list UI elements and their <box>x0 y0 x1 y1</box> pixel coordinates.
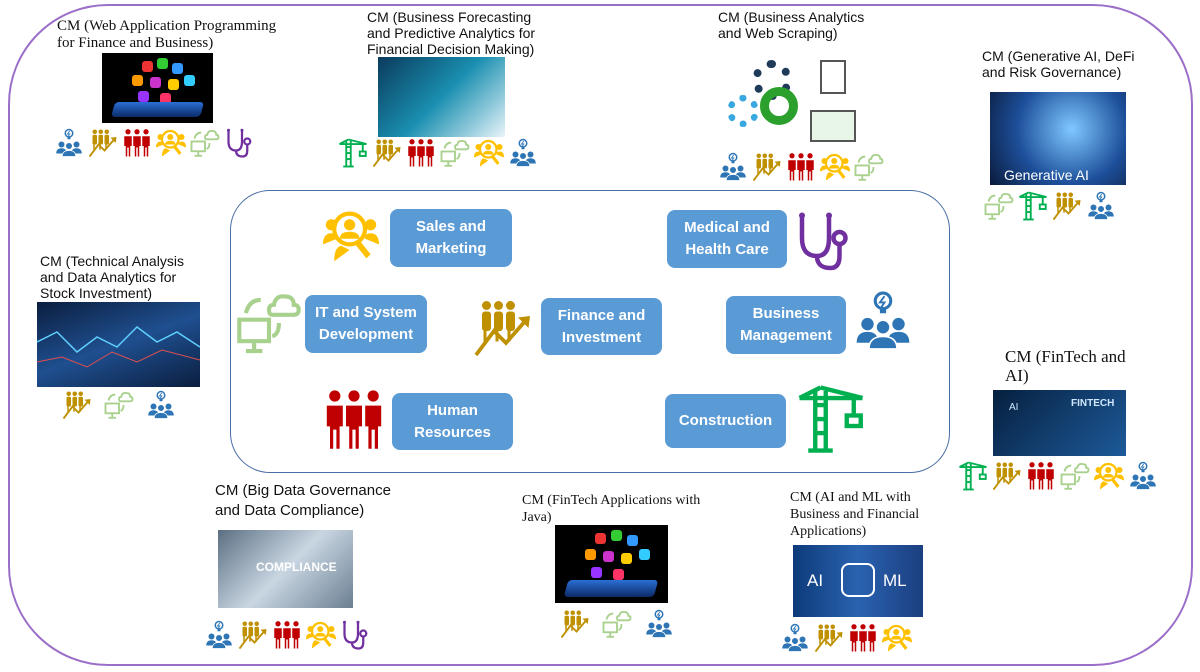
module-title: CM (Technical Analysis and Data Analytic… <box>40 253 184 301</box>
stock-chart-image <box>37 302 200 387</box>
module-icon-row <box>718 152 884 182</box>
image-caption: ML <box>883 571 907 590</box>
hr-icon <box>122 128 152 158</box>
fintech-image: FINTECH AI <box>993 390 1126 456</box>
category-medical: Medical and Health Care <box>667 210 787 268</box>
finance-icon <box>1052 191 1082 221</box>
finance-icon <box>752 152 782 182</box>
hr-icon <box>786 152 816 182</box>
module-icon-row <box>204 620 370 650</box>
image-caption: FINTECH <box>1071 398 1115 409</box>
it-icon <box>440 138 470 168</box>
crane-icon <box>792 384 870 459</box>
generative-ai-image: Generative AI <box>990 92 1126 185</box>
app-icons-image <box>102 53 213 123</box>
module-icon-row <box>780 623 912 653</box>
hr-icon <box>272 620 302 650</box>
it-icon <box>854 152 884 182</box>
hr-icon <box>406 138 436 168</box>
module-title: CM (Business Analytics and Web Scraping) <box>718 9 865 41</box>
management-icon <box>1086 191 1116 221</box>
management-icon <box>204 620 234 650</box>
management-icon <box>644 609 674 639</box>
image-caption: Generative AI <box>1004 167 1089 183</box>
management-icon <box>146 390 176 420</box>
stethoscope-icon <box>793 206 853 281</box>
management-icon <box>508 138 538 168</box>
sales-icon <box>306 620 336 650</box>
construction-icon <box>958 461 988 491</box>
it-icon <box>190 128 220 158</box>
hr-icon <box>1026 461 1056 491</box>
module-icon-row <box>958 461 1158 491</box>
finance-icon <box>62 390 92 420</box>
image-caption: COMPLIANCE <box>256 560 337 574</box>
image-caption: AI <box>807 571 824 590</box>
category-hub <box>230 190 950 473</box>
module-icon-row <box>560 609 674 639</box>
hr-icon <box>848 623 878 653</box>
outer-boundary <box>8 4 1193 666</box>
sales-icon <box>882 623 912 653</box>
sales-icon <box>318 208 384 269</box>
management-icon <box>852 290 914 357</box>
module-title: CM (AI and ML with Business and Financia… <box>790 490 920 539</box>
sales-icon <box>820 152 850 182</box>
analytics-gears-image <box>722 55 882 155</box>
sales-icon <box>1094 461 1124 491</box>
sales-icon <box>474 138 504 168</box>
category-sales: Sales and Marketing <box>390 209 512 267</box>
category-management: Business Management <box>726 296 846 354</box>
module-title: CM (Business Forecasting and Predictive … <box>367 9 536 57</box>
module-title: CM (Big Data Governance and Data Complia… <box>215 482 391 519</box>
medical-icon <box>340 620 370 650</box>
finance-icon <box>88 128 118 158</box>
forecasting-image <box>378 57 505 137</box>
module-icon-row <box>338 138 538 168</box>
module-title: CM (FinTech Applications with Java) <box>522 493 701 525</box>
category-label: Sales and Marketing <box>415 218 487 257</box>
compliance-image: COMPLIANCE <box>218 530 353 608</box>
management-icon <box>1128 461 1158 491</box>
construction-icon <box>1018 191 1048 221</box>
category-label: IT and System Development <box>315 304 417 343</box>
finance-icon <box>470 298 536 363</box>
it-icon <box>236 290 302 361</box>
management-icon <box>54 128 84 158</box>
sales-icon <box>156 128 186 158</box>
it-icon <box>602 609 632 639</box>
construction-icon <box>338 138 368 168</box>
module-title: CM (Generative AI, DeFi and Risk Governa… <box>982 48 1135 80</box>
ai-ml-image: AI ML <box>793 545 923 617</box>
category-finance: Finance and Investment <box>541 298 662 355</box>
category-hr: Human Resources <box>392 393 513 450</box>
module-icon-row <box>62 390 176 420</box>
module-title: CM (FinTech and AI) <box>1005 347 1126 385</box>
category-label: Human Resources <box>414 401 491 441</box>
finance-icon <box>992 461 1022 491</box>
image-caption: AI <box>1009 402 1019 413</box>
app-icons-image <box>555 525 668 603</box>
finance-icon <box>372 138 402 168</box>
finance-icon <box>238 620 268 650</box>
module-icon-row <box>984 191 1116 221</box>
medical-icon <box>224 128 254 158</box>
hr-icon <box>320 388 388 457</box>
finance-icon <box>560 609 590 639</box>
category-label: Construction <box>678 412 773 429</box>
management-icon <box>780 623 810 653</box>
management-icon <box>718 152 748 182</box>
it-icon <box>104 390 134 420</box>
it-icon <box>1060 461 1090 491</box>
category-it: IT and System Development <box>305 295 427 353</box>
category-construction: Construction <box>665 394 786 448</box>
finance-icon <box>814 623 844 653</box>
it-icon <box>984 191 1014 221</box>
module-icon-row <box>54 128 254 158</box>
module-title: CM (Web Application Programming for Fina… <box>57 18 277 51</box>
category-label: Business Management <box>740 305 832 344</box>
category-label: Medical and Health Care <box>684 219 770 258</box>
category-label: Finance and Investment <box>557 306 646 346</box>
